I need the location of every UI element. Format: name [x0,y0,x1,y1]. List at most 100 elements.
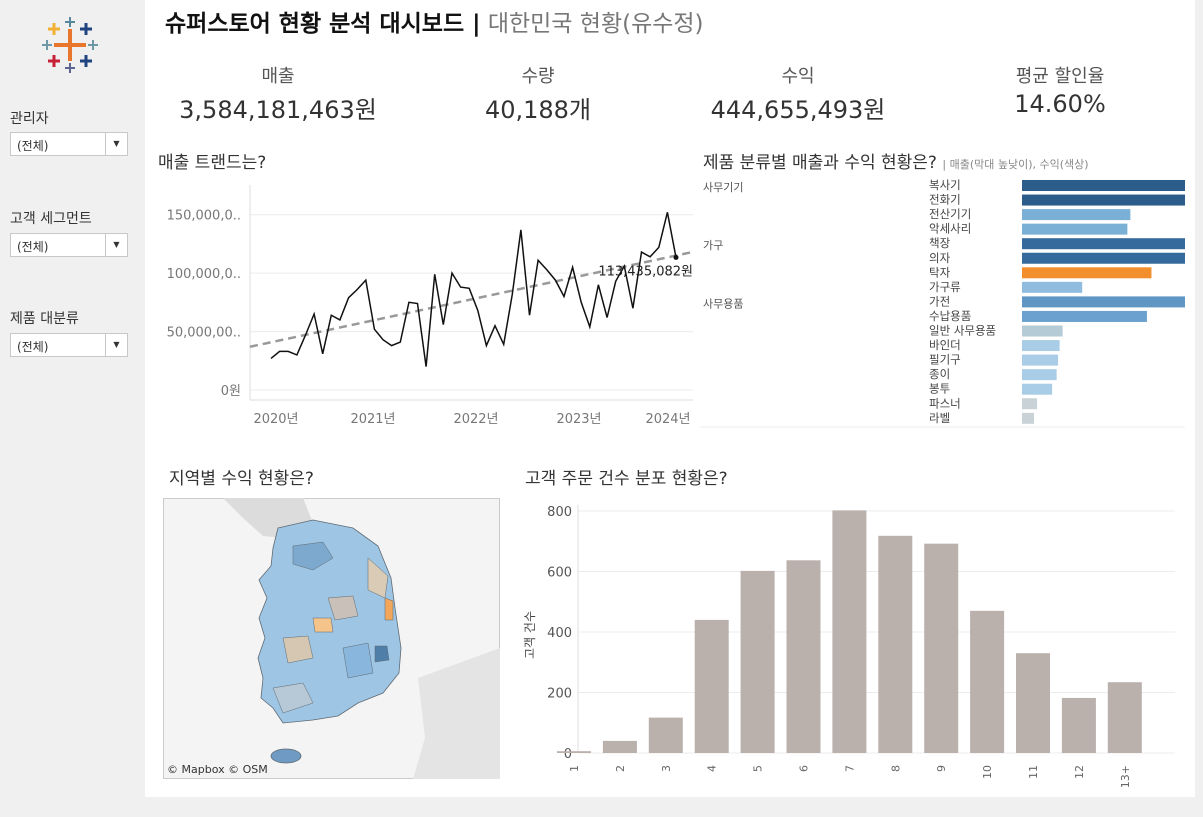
last-point[interactable] [673,254,679,260]
x-tick-label: 6 [798,765,811,772]
sales-line[interactable] [270,212,677,367]
kpi-value: 40,188개 [484,96,592,124]
kpi-sales: 매출 3,584,181,463원 [158,62,398,125]
kpi-profit: 수익 444,655,493원 [678,62,918,125]
kpi-label: 평균 할인율 [1015,66,1105,87]
category-bar[interactable] [1022,354,1059,366]
category-bar[interactable] [1022,194,1185,206]
x-tick-label: 1 [568,765,581,772]
region-profit-map[interactable]: © Mapbox © OSM [163,498,500,779]
category-label: 라벨 [929,411,950,425]
y-tick-label: 800 [547,505,572,520]
histogram-bar[interactable] [694,619,729,753]
x-tick-label: 13+ [1119,765,1132,788]
kpi-label: 수량 [521,66,555,87]
x-tick-label: 12 [1073,765,1086,779]
category-label: 복사기 [929,178,961,192]
region-shape-orange [312,617,334,633]
category-bar[interactable] [1022,281,1083,293]
category-label: 책장 [929,236,951,250]
x-tick-label: 9 [935,765,948,772]
histogram-bar[interactable] [1016,653,1050,753]
filter-value: (전체) [17,139,49,153]
histogram-bar[interactable] [648,717,683,753]
category-bar[interactable] [1022,223,1128,235]
dropdown-arrow-icon[interactable]: ▼ [105,133,127,155]
x-tick-label: 7 [843,765,856,772]
filter-select-segment[interactable]: (전체) ▼ [10,233,128,257]
y-tick-label: 600 [547,566,572,581]
sales-trend-chart[interactable]: 150,000,0.. 100,000,0.. 50,000,00.. 0원 2020년… [145,175,695,435]
jeju-island-shape [270,748,302,764]
category-label: 바인더 [929,338,961,352]
histogram-bar[interactable] [832,510,867,753]
category-bar[interactable] [1022,383,1053,395]
category-label: 파스너 [929,396,961,410]
category-bar[interactable] [1022,252,1185,264]
category-bar[interactable] [1022,398,1038,410]
orders-title: 고객 주문 건수 분포 현황은? [525,469,728,489]
group-label: 사무용품 [703,297,743,310]
category-label: 악세사리 [929,222,971,236]
category-label: 가전 [929,294,950,308]
category-bar[interactable] [1022,180,1185,191]
group-label: 사무기기 [703,181,743,194]
dashboard-main: 슈퍼스토어 현황 분석 대시보드 | 대한민국 현황(유수정) 매출 3,584… [145,0,1195,797]
histogram-bar[interactable] [786,560,821,753]
category-bar[interactable] [1022,412,1035,424]
x-tick-label: 11 [1027,765,1040,779]
kpi-label: 매출 [261,66,295,87]
x-tick-label: 3 [660,765,673,772]
histogram-bar[interactable] [602,740,637,753]
category-label: 전화기 [929,193,961,207]
filter-label-manager: 관리자 [10,111,49,127]
x-tick-label: 5 [752,765,765,772]
category-bar[interactable] [1022,369,1057,381]
histogram-bar[interactable] [557,751,591,753]
y-tick-label: 0원 [221,384,241,399]
histogram-bar[interactable] [740,570,775,753]
x-tick-label: 8 [889,765,902,772]
x-tick-label: 2022년 [453,412,498,427]
region-shape-dark [374,645,390,663]
category-bar[interactable] [1022,296,1185,308]
histogram-bar[interactable] [924,543,959,753]
filter-value: (전체) [17,240,49,254]
filter-label-category: 제품 대분류 [10,311,79,327]
kpi-discount: 평균 할인율 14.60% [940,62,1180,118]
map-title: 지역별 수익 현황은? [169,469,314,489]
category-title: 제품 분류별 매출과 수익 현황은? | 매출(막대 높낮이), 수익(색상) [703,148,1089,173]
histogram-bar[interactable] [878,535,913,753]
category-label: 전산기기 [929,207,971,221]
y-tick-label: 100,000,0.. [167,267,241,282]
trend-line [249,250,694,348]
y-tick-label: 400 [547,626,572,641]
category-bar[interactable] [1022,310,1147,322]
kpi-label: 수익 [781,66,815,87]
category-label: 탁자 [929,265,951,279]
region-shape-orange [384,597,394,621]
region-shape-tan [282,635,314,664]
tableau-logo-icon [42,17,98,73]
category-bar[interactable] [1022,340,1060,352]
x-tick-label: 2024년 [645,412,690,427]
category-bar[interactable] [1022,209,1131,221]
category-bar[interactable] [1022,267,1152,279]
filter-select-category[interactable]: (전체) ▼ [10,333,128,357]
category-bar[interactable] [1022,325,1063,337]
japan-shape [413,648,500,779]
histogram-bar[interactable] [1061,697,1096,753]
dropdown-arrow-icon[interactable]: ▼ [105,234,127,256]
histogram-bar[interactable] [1107,682,1142,753]
category-bar[interactable] [1022,238,1185,250]
histogram-bar[interactable] [970,610,1005,753]
x-tick-label: 2023년 [556,412,601,427]
filter-select-manager[interactable]: (전체) ▼ [10,132,128,156]
y-tick-label: 50,000,00.. [167,326,241,341]
x-tick-label: 2020년 [253,412,298,427]
dropdown-arrow-icon[interactable]: ▼ [105,334,127,356]
category-label: 봉투 [929,382,950,396]
x-tick-label: 2021년 [350,412,395,427]
